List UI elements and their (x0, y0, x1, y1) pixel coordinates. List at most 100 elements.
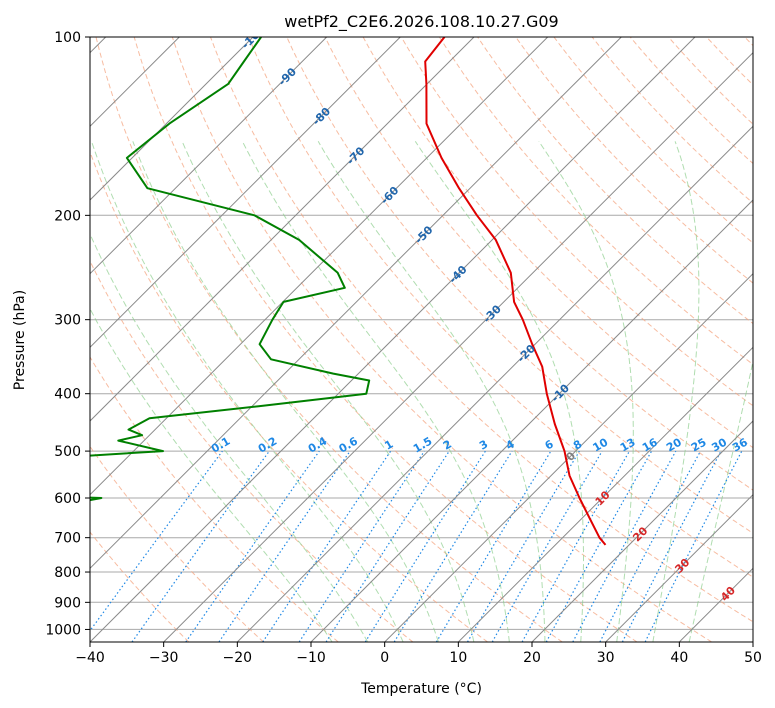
isotherm-line (90, 37, 401, 349)
mixing-ratio-label: 25 (689, 436, 709, 455)
moist-adiabat (652, 141, 700, 642)
x-tick-label: −20 (223, 650, 253, 666)
y-tick-label: 800 (54, 565, 81, 581)
isotherm-line (605, 493, 753, 642)
x-tick-label: 10 (449, 650, 467, 666)
dry-adiabat (90, 531, 190, 642)
x-tick-label: 0 (380, 650, 389, 666)
isotherm-line (384, 272, 753, 642)
plot-frame (89, 36, 754, 643)
isotherm-line (90, 37, 254, 201)
x-axis-label: Temperature (°C) (360, 681, 482, 697)
mixing-ratio-line (545, 450, 653, 642)
moist-adiabat (538, 141, 634, 642)
isotherm-line (457, 346, 753, 642)
dry-adiabat (400, 37, 753, 407)
y-tick-label: 300 (54, 313, 81, 329)
dry-adiabat (286, 37, 753, 534)
moist-adiabat (181, 141, 475, 642)
mixing-ratio-line (262, 450, 392, 642)
y-tick-label: 400 (54, 387, 81, 403)
isotherm-line (236, 125, 753, 642)
dry-adiabat (133, 37, 638, 642)
y-tick-label: 100 (54, 30, 81, 46)
mixing-ratio-line (644, 450, 743, 642)
moist-adiabat (132, 141, 439, 642)
isotherm-line (163, 51, 753, 642)
x-tick-label: 50 (744, 650, 762, 666)
mixing-ratio-label: 16 (640, 435, 660, 454)
mixing-ratio-line (621, 450, 722, 642)
dry-adiabat (90, 259, 414, 642)
dry-adiabat (477, 37, 753, 325)
mixing-ratio-label: 1 (382, 438, 395, 453)
mixing-ratio-label: 0.6 (337, 434, 361, 455)
chart-title: wetPf2_C2E6.2026.108.10.27.G09 (284, 12, 558, 32)
x-tick-label: −10 (296, 650, 326, 666)
mixing-ratio-label: 3 (477, 438, 490, 453)
y-axis-label: Pressure (hPa) (12, 290, 28, 390)
isotherm-line (752, 641, 753, 642)
isotherm-line (90, 37, 328, 275)
temperature-profile-line (424, 37, 607, 546)
dry-adiabat (438, 37, 753, 366)
moist-adiabat (90, 307, 333, 642)
mixing-ratio-line (298, 450, 425, 642)
isotherm-line (678, 567, 753, 642)
isotherm-line (90, 37, 622, 570)
x-tick-label: 20 (523, 650, 541, 666)
dry-adiabat (324, 37, 753, 491)
y-tick-label: 900 (54, 595, 81, 611)
isotherm-label: -80 (310, 105, 333, 128)
y-tick-label: 1000 (45, 622, 81, 638)
isotherm-line (90, 37, 549, 496)
moist-adiabat (688, 359, 753, 642)
mixing-ratio-line (599, 450, 702, 642)
y-tick-label: 700 (54, 531, 81, 547)
mixing-ratio-label: 10 (590, 435, 610, 454)
moist-adiabat (91, 141, 404, 642)
mixing-ratio-label: 30 (709, 435, 729, 454)
dry-adiabat (90, 356, 339, 642)
mixing-ratio-line (521, 450, 631, 642)
y-tick-label: 500 (54, 444, 81, 460)
mixing-ratio-label: 6 (543, 437, 556, 452)
isotherm-line (90, 37, 475, 422)
mixing-ratio-label: 0.1 (209, 435, 232, 456)
mixing-ratio-line (572, 450, 677, 642)
isotherm-line (90, 37, 696, 642)
isotherm-line (531, 420, 753, 642)
y-tick-label: 200 (54, 208, 81, 224)
mixing-ratio-line (435, 450, 552, 642)
x-tick-label: −30 (149, 650, 179, 666)
dry-adiabat (667, 37, 753, 125)
dry-adiabat (90, 445, 264, 642)
mixing-ratio-line (466, 450, 580, 642)
mixing-ratio-label: 20 (664, 435, 684, 454)
mixing-ratio-line (325, 450, 450, 642)
mixing-ratio-line (218, 450, 351, 642)
dry-adiabat (705, 37, 753, 86)
moist-adiabat (90, 232, 369, 642)
mixing-ratio-line (131, 450, 270, 642)
mixing-ratio-label: 0.4 (306, 434, 330, 455)
x-tick-label: 30 (597, 650, 615, 666)
isotherm-line (310, 199, 753, 642)
mixing-ratio-label: 2 (441, 438, 454, 453)
moist-adiabat (241, 141, 510, 642)
mixing-ratio-line (90, 450, 223, 632)
mixing-ratio-line (185, 450, 320, 642)
plot-area: 0.1 0.2 0.4 0.6 1 1.5 2 3 4 6 8 10 13 16 20 25 30 36-100-… (90, 24, 775, 642)
x-tick-label: 40 (670, 650, 688, 666)
dry-adiabat (171, 37, 712, 642)
mixing-ratio-label: 36 (730, 435, 750, 454)
dry-adiabat (248, 37, 753, 578)
dry-adiabat (744, 37, 753, 47)
moist-adiabat (317, 141, 546, 642)
dry-adiabat (770, 24, 775, 642)
mixing-ratio-line (393, 450, 513, 642)
mixing-ratio-label: 1.5 (411, 435, 434, 456)
mixing-ratio-label: 13 (618, 436, 638, 455)
moist-adiabat (414, 141, 584, 642)
